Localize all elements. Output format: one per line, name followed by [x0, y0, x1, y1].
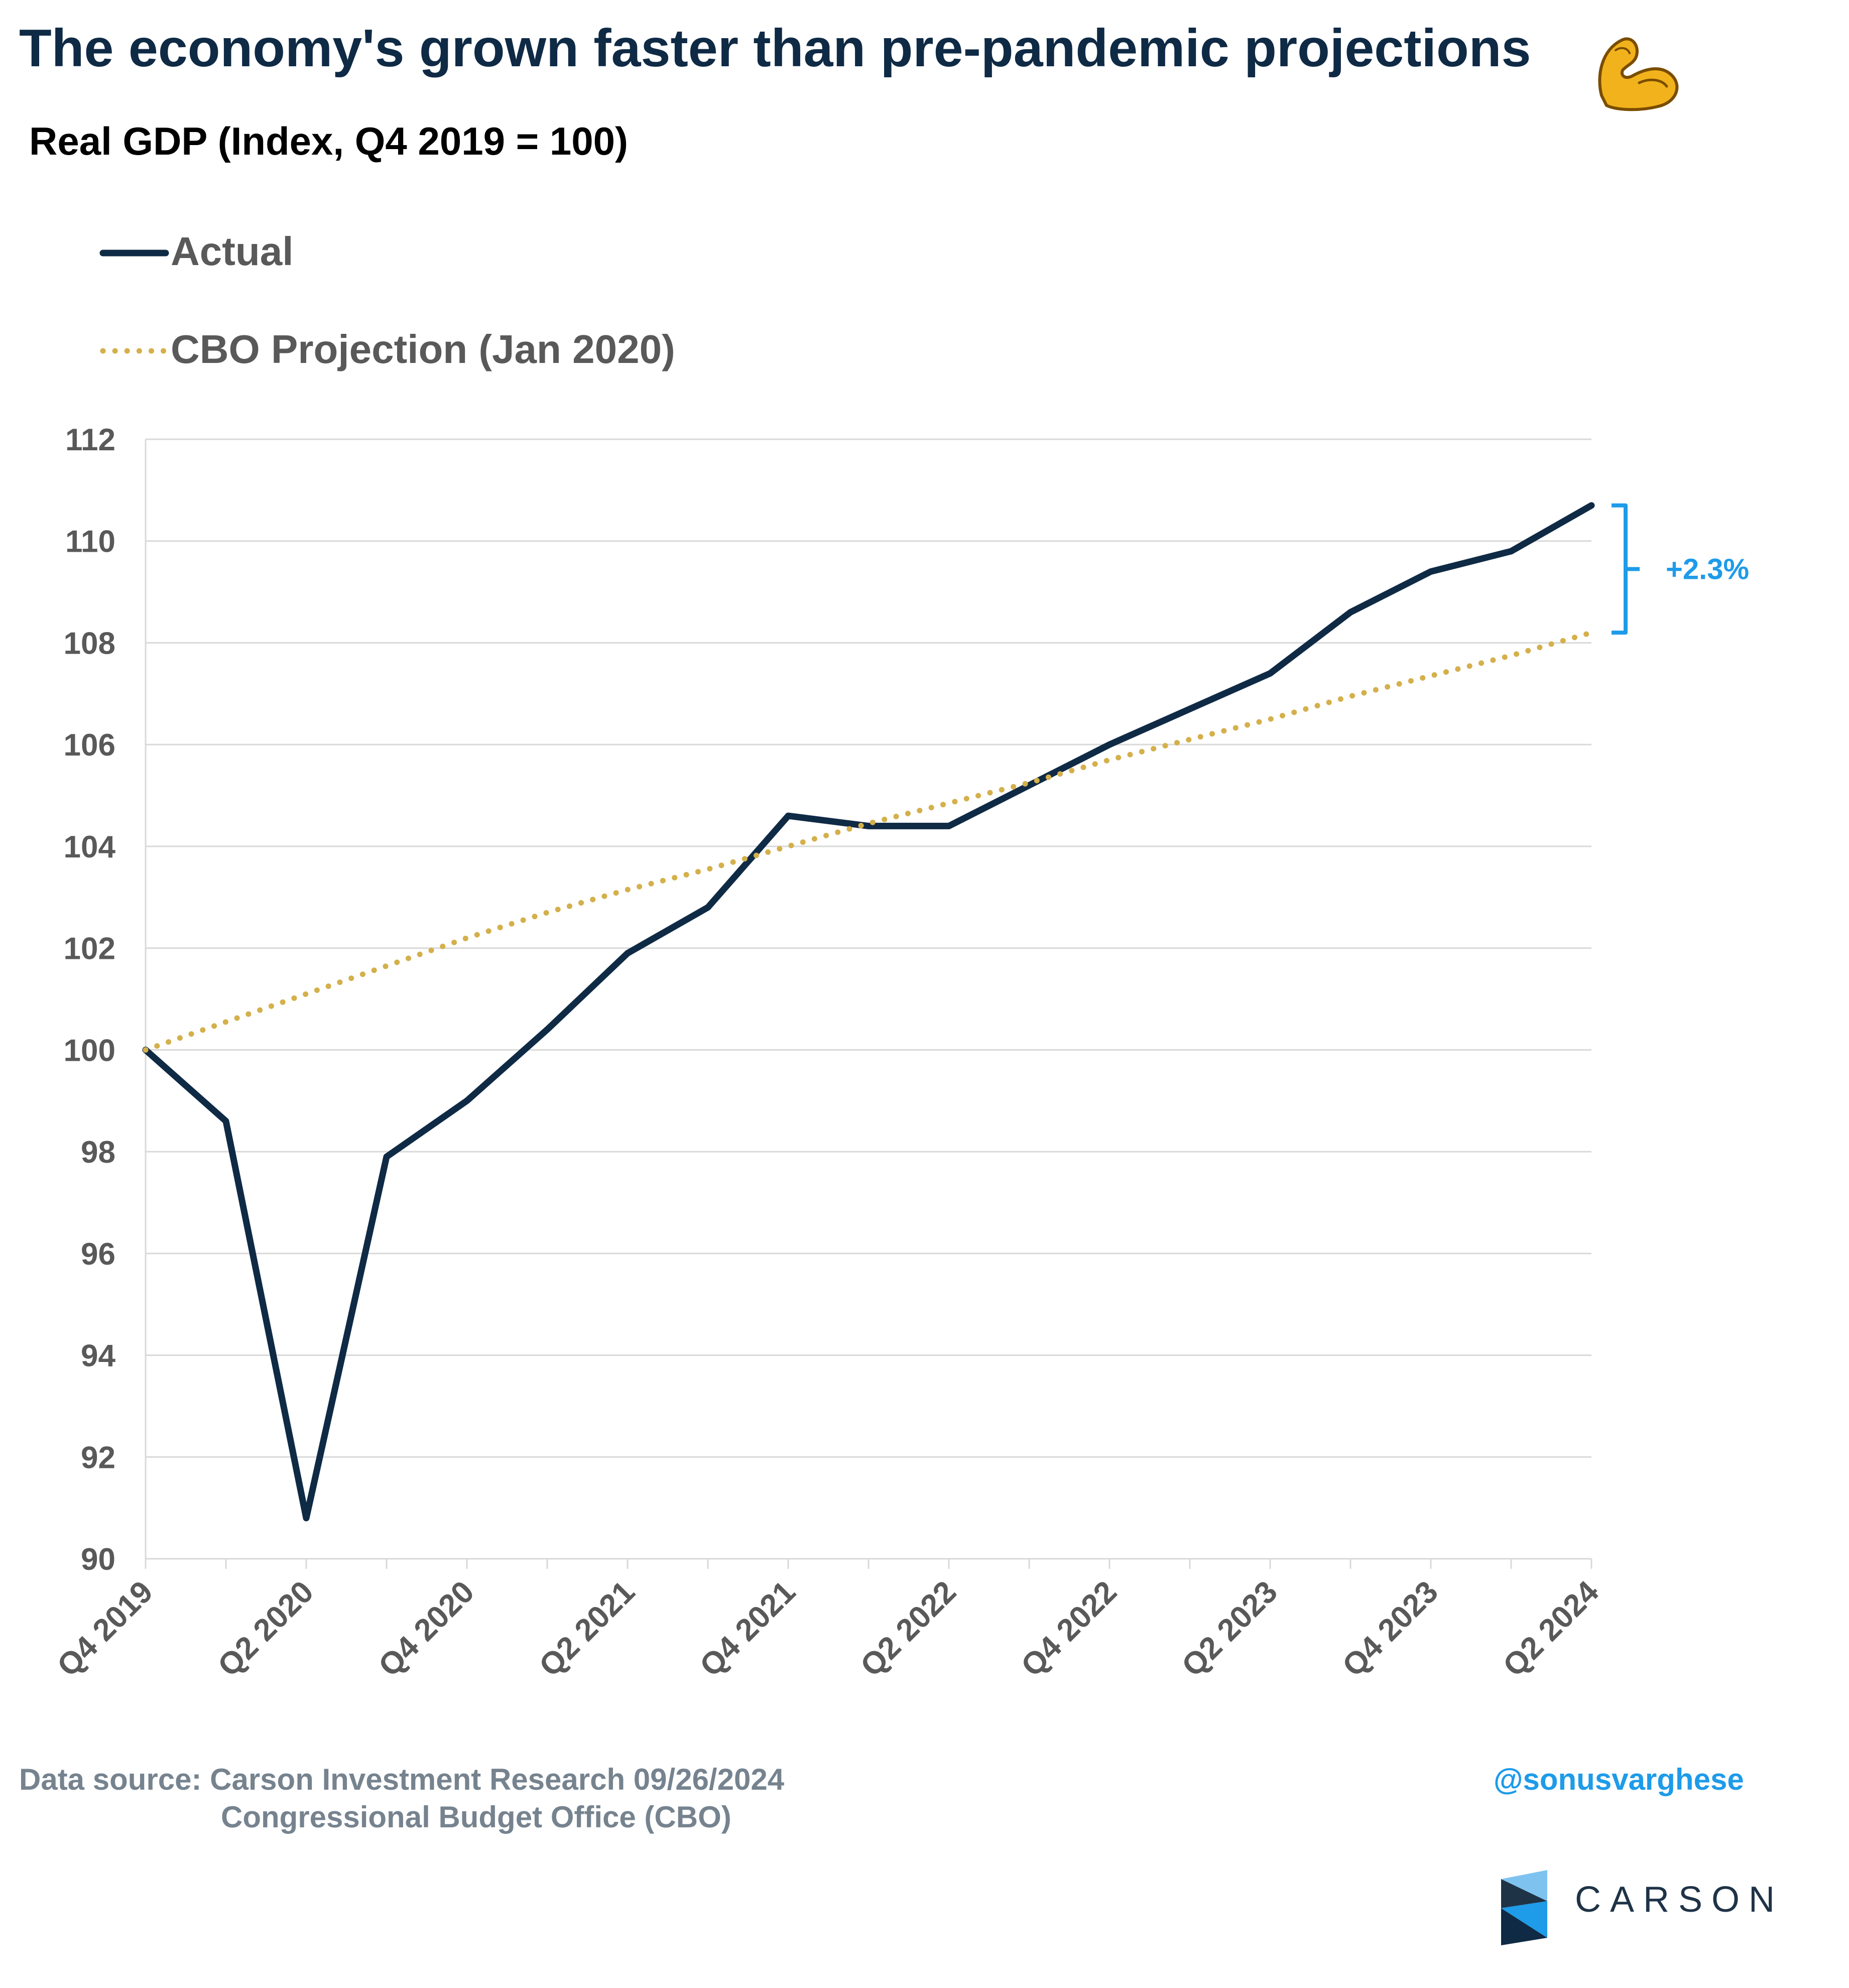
brand-name: CARSON: [1575, 1880, 1784, 1920]
grid-lines: [146, 438, 1591, 1458]
x-tick-label: Q4 2020: [372, 1574, 481, 1683]
y-tick-label: 110: [65, 525, 115, 559]
series: [142, 502, 1595, 1522]
x-tick-label: Q2 2023: [1175, 1574, 1284, 1683]
x-tick-label: Q4 2021: [693, 1574, 802, 1683]
y-tick-label: 102: [64, 932, 115, 966]
x-tick-label: Q4 2022: [1015, 1574, 1124, 1683]
y-tick-label: 104: [64, 830, 116, 864]
x-tick-label: Q4 2023: [1336, 1574, 1445, 1683]
series-line-actual: [142, 502, 1595, 1522]
series-line-cbo-projection: [143, 630, 1594, 1053]
y-tick-label: 94: [81, 1339, 115, 1374]
difference-label: +2.3%: [1666, 553, 1749, 585]
chart-subtitle: Real GDP (Index, Q4 2019 = 100): [29, 119, 628, 163]
y-tick-label: 92: [81, 1440, 115, 1475]
y-tick-label: 106: [64, 728, 115, 763]
page-title: The economy's grown faster than pre-pand…: [19, 19, 1531, 78]
y-tick-label: 108: [64, 626, 115, 661]
carson-logo-icon: [1501, 1870, 1547, 1945]
x-tick-label: Q2 2021: [533, 1574, 642, 1683]
x-tick-label: Q2 2022: [854, 1574, 963, 1683]
difference-bracket: [1612, 503, 1640, 635]
x-tick-label: Q2 2024: [1497, 1574, 1606, 1683]
x-tick-label: Q4 2019: [51, 1574, 160, 1683]
y-axis-ticks: 90 92 94 96 98 100 102 104 106 108 110 112: [64, 423, 116, 1577]
y-tick-label: 90: [81, 1542, 115, 1577]
data-source-line-1: Data source: Carson Investment Research …: [19, 1763, 785, 1796]
twitter-handle: @sonusvarghese: [1494, 1763, 1744, 1796]
legend-label-actual: Actual: [171, 229, 294, 274]
flexed-biceps-icon: [1598, 37, 1679, 111]
x-axis-ticks: Q4 2019 Q2 2020 Q4 2020 Q2 2021 Q4 2021 Q2 20…: [51, 1574, 1606, 1683]
y-tick-label: 100: [64, 1033, 115, 1068]
x-tick-label: Q2 2020: [211, 1574, 320, 1683]
y-tick-label: 96: [81, 1237, 115, 1272]
annotations: +2.3%: [1612, 503, 1749, 635]
legend-label-cbo: CBO Projection (Jan 2020): [171, 327, 675, 371]
axes: [145, 439, 1592, 1569]
y-tick-label: 98: [81, 1135, 115, 1170]
data-source-line-2: Congressional Budget Office (CBO): [221, 1800, 731, 1834]
y-tick-label: 112: [65, 423, 115, 457]
legend: Actual CBO Projection (Jan 2020): [99, 229, 675, 371]
